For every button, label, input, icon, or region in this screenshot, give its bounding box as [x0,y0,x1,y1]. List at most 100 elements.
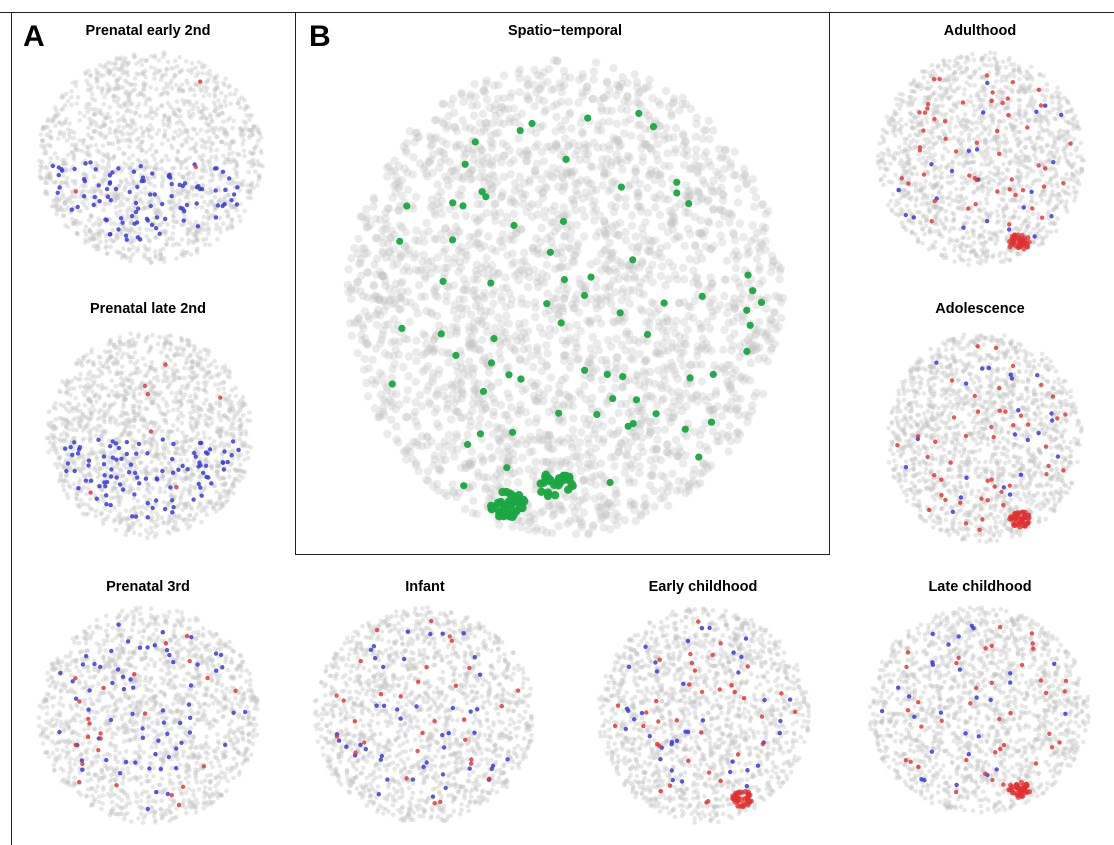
background-point [532,277,542,287]
background-point [663,440,672,449]
background-point [552,294,561,303]
background-point [457,386,467,395]
background-point [490,398,499,407]
background-point [382,163,392,172]
background-point [89,236,95,242]
background-point [179,88,185,93]
background-point [718,174,727,183]
background-point [574,355,583,365]
background-point [599,472,608,481]
background-point [169,85,175,91]
background-point [222,82,227,88]
down-point [136,206,141,211]
highlight-point [537,487,546,496]
background-point [566,461,575,470]
background-point [646,471,655,480]
background-point [103,133,109,139]
background-point [609,133,618,143]
background-point [497,102,506,112]
background-point [612,498,621,507]
background-point [639,290,648,299]
background-point [473,229,482,239]
background-point [623,156,632,165]
background-point [43,143,48,148]
background-point [65,433,70,439]
background-point [144,425,150,431]
background-point [143,74,149,80]
background-point [544,64,554,74]
background-point [441,455,450,464]
background-point [375,215,385,224]
background-point [236,467,242,473]
background-point [164,353,169,359]
background-point [51,423,56,429]
background-point [621,346,630,355]
background-point [482,76,491,85]
background-point [228,406,234,412]
background-point [477,152,486,161]
background-point [175,188,180,193]
background-point [707,279,717,288]
background-point [564,97,573,107]
background-point [453,407,462,416]
background-point [421,274,430,283]
background-point [55,155,60,161]
background-point [531,418,541,427]
background-point [183,188,188,194]
background-point [470,326,479,335]
background-point [206,363,211,369]
background-point [114,192,120,197]
background-point [81,484,87,490]
background-point [621,117,630,127]
background-point [606,453,616,462]
background-point [700,227,710,236]
background-point [559,506,568,515]
background-point [129,101,135,107]
background-point [686,303,695,312]
background-point [755,280,764,289]
highlight-point [629,420,637,428]
background-point [413,309,422,318]
background-point [646,367,655,377]
background-point [177,399,183,404]
background-point [173,519,178,525]
background-point [561,134,570,143]
background-point [647,165,656,175]
background-point [572,290,582,300]
highlight-point [388,380,396,388]
background-point [594,296,604,305]
background-point [210,141,216,147]
background-point [449,108,459,117]
background-point [81,171,86,177]
background-point [194,394,199,400]
background-point [609,276,618,285]
background-point [144,535,150,541]
highlight-point [603,370,611,378]
background-point [659,318,668,327]
background-point [157,257,162,262]
background-point [149,259,154,265]
down-point [199,186,205,192]
background-point [521,408,531,417]
background-point [155,517,160,522]
background-point [53,201,59,207]
background-point [608,248,617,257]
background-point [651,416,660,426]
background-point [618,317,627,326]
background-point [549,509,559,519]
background-point [124,109,129,114]
background-point [470,377,479,386]
background-point [435,465,444,475]
background-point [575,514,584,524]
background-point [605,145,614,154]
background-point [391,299,400,308]
background-point [471,285,480,295]
down-point [196,184,201,189]
background-point [611,288,620,297]
background-point [516,225,526,234]
down-point [103,217,108,222]
background-point [656,271,666,281]
background-point [83,70,88,75]
background-point [72,182,78,187]
background-point [96,228,101,234]
